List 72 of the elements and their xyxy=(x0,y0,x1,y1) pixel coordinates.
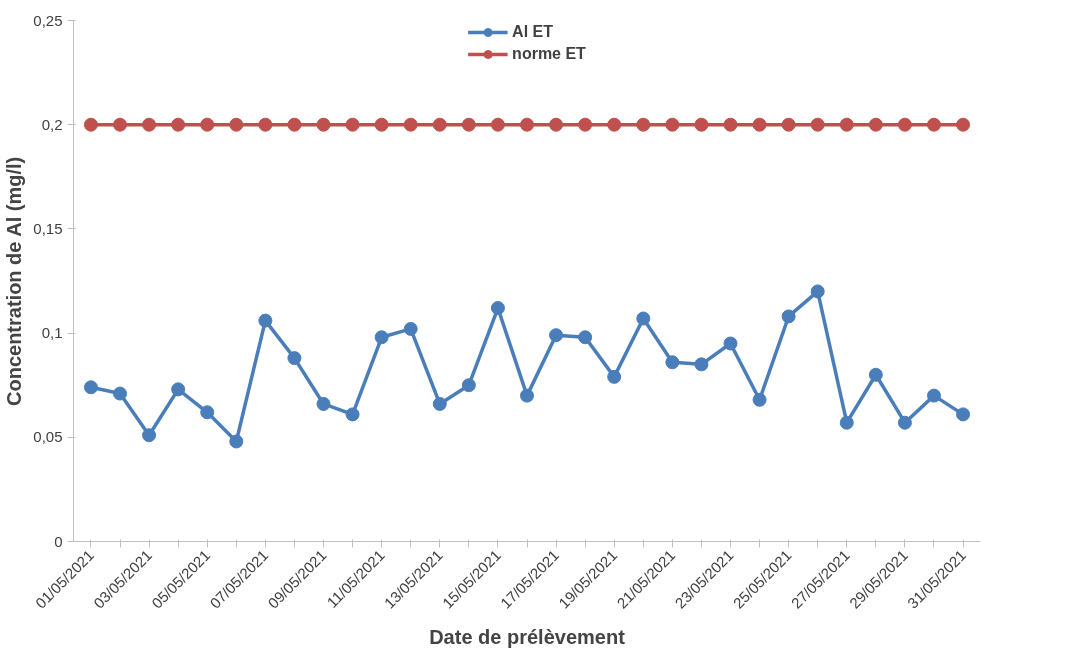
point xyxy=(665,355,680,370)
point xyxy=(258,313,273,328)
point xyxy=(897,415,912,430)
point xyxy=(83,117,98,132)
point xyxy=(113,386,128,401)
point xyxy=(171,382,186,397)
point xyxy=(665,117,680,132)
y-tick-label: 0,2 xyxy=(41,115,63,133)
point xyxy=(636,117,651,132)
y-tick-label: 0,25 xyxy=(33,11,63,29)
point xyxy=(868,367,883,382)
legend-label: Al ET xyxy=(512,23,553,41)
y-axis-title: Concentration de Al (mg/l) xyxy=(3,156,26,406)
point xyxy=(316,117,331,132)
point xyxy=(171,117,186,132)
x-axis-title: Date de prélèvement xyxy=(429,625,626,648)
point xyxy=(490,301,505,316)
point xyxy=(926,117,941,132)
point xyxy=(781,309,796,324)
point xyxy=(374,117,389,132)
point xyxy=(520,117,534,132)
point xyxy=(461,378,476,393)
point xyxy=(258,117,273,132)
point xyxy=(142,428,157,443)
point xyxy=(810,117,825,132)
point xyxy=(549,328,564,343)
point xyxy=(956,407,971,422)
point xyxy=(607,117,622,132)
y-tick-label: 0,05 xyxy=(33,428,63,446)
point xyxy=(83,380,98,395)
point xyxy=(839,415,854,430)
point xyxy=(287,117,302,132)
point xyxy=(781,117,796,132)
point xyxy=(200,405,215,420)
legend-label: norme ET xyxy=(512,45,586,63)
point xyxy=(520,388,534,403)
y-tick-label: 0 xyxy=(54,532,63,550)
point xyxy=(374,330,389,345)
point xyxy=(752,392,767,407)
point xyxy=(578,117,593,132)
point xyxy=(403,117,418,132)
point xyxy=(200,117,215,132)
point xyxy=(578,330,593,345)
y-tick-label: 0,15 xyxy=(33,219,63,237)
point xyxy=(926,388,941,403)
point xyxy=(839,117,854,132)
point xyxy=(694,117,709,132)
point xyxy=(636,311,651,326)
point xyxy=(287,351,302,366)
point xyxy=(142,117,157,132)
point xyxy=(810,284,825,299)
point xyxy=(897,117,912,132)
point xyxy=(694,357,709,372)
point xyxy=(956,117,971,132)
point xyxy=(549,117,564,132)
point xyxy=(229,117,244,132)
y-tick-label: 0,1 xyxy=(41,324,63,342)
point xyxy=(345,407,360,422)
point xyxy=(229,434,244,449)
point xyxy=(403,321,418,336)
point xyxy=(432,396,447,411)
point xyxy=(113,117,128,132)
point xyxy=(607,369,622,384)
point xyxy=(868,117,883,132)
point xyxy=(461,117,476,132)
point xyxy=(432,117,447,132)
point xyxy=(345,117,360,132)
point xyxy=(316,396,331,411)
point xyxy=(490,117,505,132)
point xyxy=(723,336,738,351)
point xyxy=(723,117,738,132)
point xyxy=(752,117,767,132)
